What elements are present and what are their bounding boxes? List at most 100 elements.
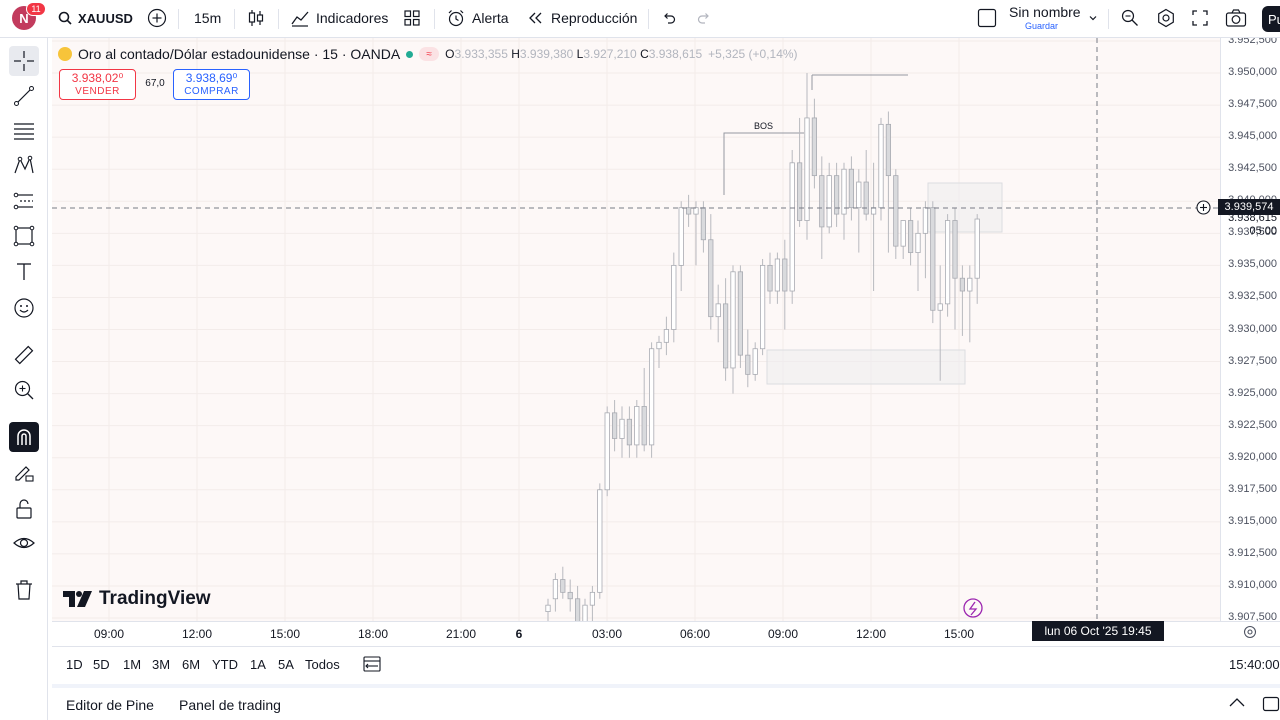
range-button[interactable]: YTD <box>212 657 238 672</box>
chart-pane[interactable]: BOS <box>52 38 1220 621</box>
sell-label: VENDER <box>75 86 120 97</box>
interval-selector[interactable]: 15m <box>194 0 221 36</box>
magnet-mode-button[interactable] <box>9 422 39 452</box>
range-button[interactable]: 1M <box>123 657 142 672</box>
price-tick-label: 3.945,000 <box>1228 130 1277 143</box>
hide-drawings-button[interactable] <box>9 528 39 558</box>
range-button[interactable]: 1A <box>250 657 266 672</box>
add-alert-button[interactable] <box>1196 200 1211 215</box>
candlestick-chart: BOS <box>52 38 1220 621</box>
tab-trading-panel[interactable]: Panel de trading <box>179 697 281 713</box>
range-button[interactable]: Todos <box>305 657 340 672</box>
layout-checkbox[interactable] <box>977 0 997 36</box>
fib-tool[interactable] <box>9 116 39 146</box>
quick-search-button[interactable] <box>1120 0 1140 36</box>
chart-legend: Oro al contado/Dólar estadounidense · 15… <box>58 44 798 64</box>
grid-icon <box>404 10 420 26</box>
sell-button[interactable]: 3.938,02⁰ VENDER <box>59 69 136 100</box>
settings-button[interactable] <box>1156 0 1176 36</box>
symbol-title[interactable]: Oro al contado/Dólar estadounidense · 15… <box>78 46 401 62</box>
top-toolbar: N 11 XAUUSD 15m Indicadores Alerta <box>0 0 1280 38</box>
text-tool[interactable] <box>9 257 39 287</box>
crosshair-tool[interactable] <box>9 46 39 76</box>
price-tick-label: 3.925,000 <box>1228 386 1277 399</box>
demand-zone-box <box>766 349 966 385</box>
templates-button[interactable] <box>403 0 421 36</box>
price-axis[interactable]: 3.952,500 3.950,000 3.947,500 3.945,000 3.94… <box>1220 38 1280 621</box>
range-button[interactable]: 6M <box>182 657 201 672</box>
buy-label: COMPRAR <box>184 86 239 97</box>
pattern-tool[interactable] <box>9 151 39 181</box>
alert-button[interactable]: Alerta <box>446 0 509 36</box>
compare-symbol-button[interactable] <box>147 0 167 36</box>
market-open-icon <box>406 50 414 58</box>
candle-body <box>945 220 951 305</box>
fullscreen-button[interactable] <box>1191 0 1209 36</box>
candle-body <box>708 239 714 318</box>
drawing-mode-button[interactable] <box>9 458 39 488</box>
zoom-tool[interactable] <box>9 375 39 405</box>
candle-body <box>760 264 766 350</box>
maximize-panel-button[interactable] <box>1262 696 1280 717</box>
timezone-clock[interactable]: 15:40:00 UTC+2 <box>1229 657 1280 672</box>
candle-body <box>723 303 729 369</box>
range-button[interactable]: 1D <box>66 657 83 672</box>
replay-label: Reproducción <box>551 10 638 26</box>
trendline-tool[interactable] <box>9 81 39 111</box>
candle-body <box>967 277 973 292</box>
collapse-panel-button[interactable] <box>1228 696 1246 715</box>
candle-body <box>878 123 884 209</box>
indicators-button[interactable]: Indicadores <box>290 0 388 36</box>
bos-line <box>723 132 804 195</box>
measure-tool[interactable] <box>9 340 39 370</box>
candle-body <box>952 220 958 279</box>
buy-button[interactable]: 3.938,69⁰ COMPRAR <box>173 69 250 100</box>
remove-drawings-button[interactable] <box>9 575 39 605</box>
lightning-icon <box>963 598 983 618</box>
drawing-toolbar <box>0 38 48 720</box>
plus-circle-icon <box>147 8 167 28</box>
price-tick-label: 3.917,500 <box>1228 482 1277 495</box>
price-tick-label: 3.910,000 <box>1228 578 1277 591</box>
axis-settings-button[interactable] <box>1243 625 1257 644</box>
chevron-down-icon <box>1089 16 1097 21</box>
lock-drawings-button[interactable] <box>9 494 39 524</box>
candle-body <box>848 168 855 209</box>
emoji-tool[interactable] <box>9 293 39 323</box>
shape-tool[interactable] <box>9 221 39 251</box>
tradingview-logo[interactable]: TradingView <box>63 588 211 610</box>
fib-lines-icon <box>14 123 34 140</box>
price-tick-label: 3.915,000 <box>1228 514 1277 527</box>
range-button[interactable]: 3M <box>152 657 171 672</box>
candle-body <box>804 117 810 221</box>
spread-value: 67,0 <box>145 78 165 89</box>
redo-button[interactable] <box>696 0 712 36</box>
range-button[interactable]: 5A <box>278 657 294 672</box>
symbol-search[interactable]: XAUUSD <box>58 0 133 36</box>
chart-type-button[interactable] <box>246 0 266 36</box>
publish-button[interactable]: Pu <box>1262 6 1280 32</box>
candle-body <box>582 604 588 621</box>
undo-button[interactable] <box>661 0 677 36</box>
tab-pine-editor[interactable]: Editor de Pine <box>66 697 154 713</box>
candle-body <box>634 406 640 446</box>
date-range-button[interactable] <box>362 655 382 678</box>
time-tick-label: 21:00 <box>445 627 477 641</box>
alert-label: Alerta <box>472 10 509 26</box>
candle-body <box>863 181 869 215</box>
unlock-icon <box>16 499 32 519</box>
candle-body <box>811 117 818 177</box>
snapshot-button[interactable] <box>1225 0 1247 36</box>
save-label[interactable]: Guardar <box>1025 21 1059 31</box>
smiley-icon <box>14 298 34 318</box>
ohlc-values: O3.933,355 H3.939,380 L3.927,210 C3.938,… <box>445 47 703 61</box>
range-bar: 1D 5D 1M 3M 6M YTD 1A 5A Todos 15:40:00 UTC+2 <box>52 646 1280 682</box>
replay-button[interactable]: Reproducción <box>527 0 637 36</box>
forecast-tool[interactable] <box>9 186 39 216</box>
bottom-panel: Editor de Pine Panel de trading <box>52 684 1280 720</box>
range-button[interactable]: 5D <box>93 657 110 672</box>
layout-menu-button[interactable] <box>1088 0 1098 36</box>
candle-body <box>745 354 751 375</box>
rewind-icon <box>529 12 542 24</box>
layout-name-button[interactable]: Sin nombre <box>1009 0 1081 30</box>
